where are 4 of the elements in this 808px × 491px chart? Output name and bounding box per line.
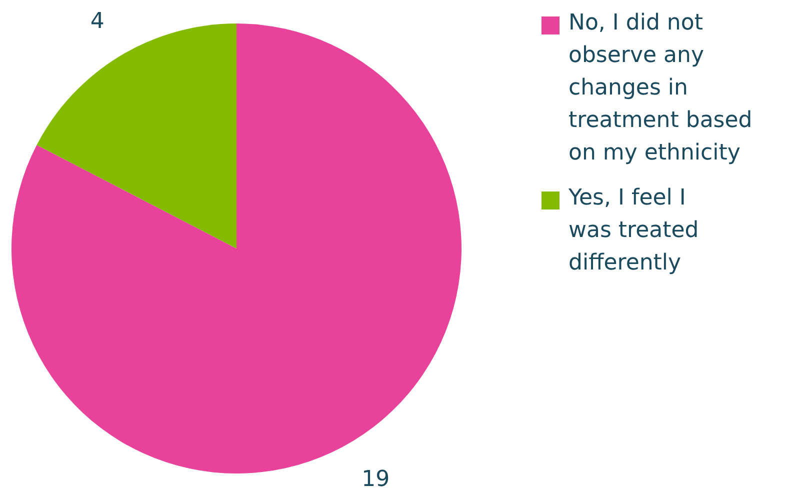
legend-label: No, I did not observe any changes in treatment based on my ethnicity	[568, 10, 752, 166]
legend-label: Yes, I feel I was treated differently	[568, 186, 699, 276]
data-label: 4	[90, 9, 104, 34]
data-label: 19	[362, 466, 390, 491]
